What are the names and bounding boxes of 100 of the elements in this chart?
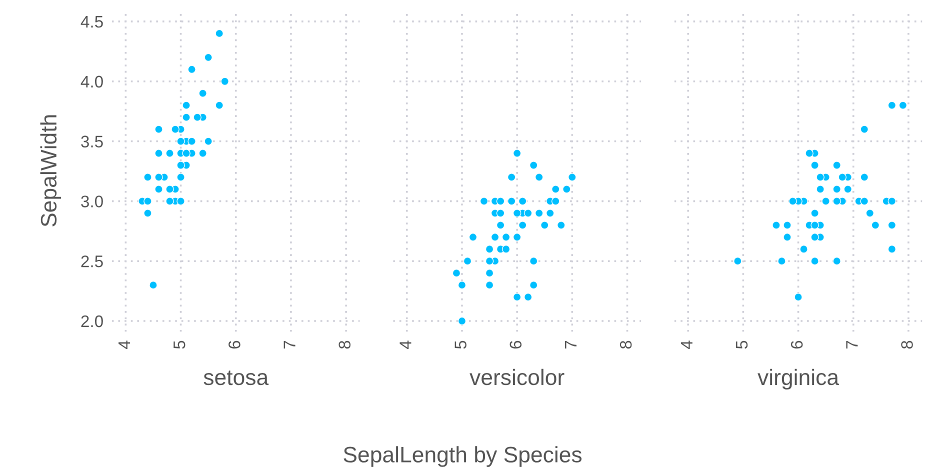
point [188,65,196,74]
point [176,137,185,146]
point [888,244,896,254]
point [198,89,207,98]
point [463,256,472,266]
point [154,173,163,182]
point [816,173,824,182]
x-tick-label: 5 [736,340,748,349]
point [496,197,505,206]
x-tick-label: 5 [454,340,466,349]
point [512,232,522,242]
point [496,221,505,230]
point [518,221,527,230]
text: SepalLength by Species [344,446,582,467]
x-tick-label: 8 [338,340,351,349]
point [794,292,802,302]
point [154,185,163,194]
point [888,101,896,110]
point [540,221,549,230]
point [171,125,180,134]
point [546,209,554,218]
point [810,209,819,218]
point [188,137,196,146]
point [805,149,814,158]
y-tick-label: 3.5 [81,136,103,148]
point [485,268,494,278]
point [551,185,560,194]
point [529,280,538,290]
point [144,173,152,182]
point [512,149,522,158]
point [898,101,908,110]
point [458,316,466,326]
point [832,256,841,266]
x-axis-title: setosa [204,370,269,386]
x-tick-label: 6 [790,340,803,349]
point [529,256,538,266]
x-tick-label: 5 [174,340,186,349]
point [529,161,538,170]
point [215,29,224,38]
point [198,149,207,158]
point [568,173,576,182]
point [844,185,852,194]
point [551,197,560,206]
point [810,232,819,242]
x-tick-label: 7 [846,340,858,349]
point [485,256,494,266]
y-tick-label: 4.0 [80,76,103,88]
point [496,209,505,218]
point [860,197,869,206]
point [810,221,819,230]
point [176,197,185,206]
point [822,197,830,206]
point [832,197,841,206]
point [166,185,174,194]
point [220,77,230,86]
point [144,209,152,218]
point [888,221,896,230]
point [512,209,522,218]
x-tick-label: 8 [901,340,913,349]
point [204,53,212,62]
point [838,173,846,182]
point [215,101,224,110]
point [860,125,869,134]
point [832,161,841,170]
point [562,185,571,194]
point [502,232,510,242]
point [888,197,896,206]
point [512,292,522,302]
x-tick-label: 6 [510,340,522,349]
point [783,221,792,230]
point [518,197,527,206]
x-axis-title: versicolor [470,368,564,386]
point [871,221,880,230]
y-axis-title: SepalWidth [40,115,61,226]
y-tick-label: 3.0 [81,196,103,208]
point [452,268,461,278]
x-tick-label: 4 [400,340,412,350]
y-tick-label: 2.5 [81,256,103,268]
point [154,125,163,134]
point [166,149,174,158]
point [810,256,819,266]
point [810,161,819,170]
point [480,197,488,206]
point [772,221,780,230]
point [182,113,190,122]
x-axis-title: virginica [758,368,840,390]
point [734,256,742,266]
point [176,173,185,182]
point [154,149,163,158]
y-tick-label: 4.5 [80,16,103,28]
point [534,209,544,218]
point [502,244,510,254]
point [204,137,212,146]
point [800,244,808,254]
x-tick-label: 6 [228,340,240,349]
point [193,113,202,122]
point [534,173,544,182]
point [490,232,500,242]
x-tick-label: 7 [565,340,576,349]
point [507,173,516,182]
